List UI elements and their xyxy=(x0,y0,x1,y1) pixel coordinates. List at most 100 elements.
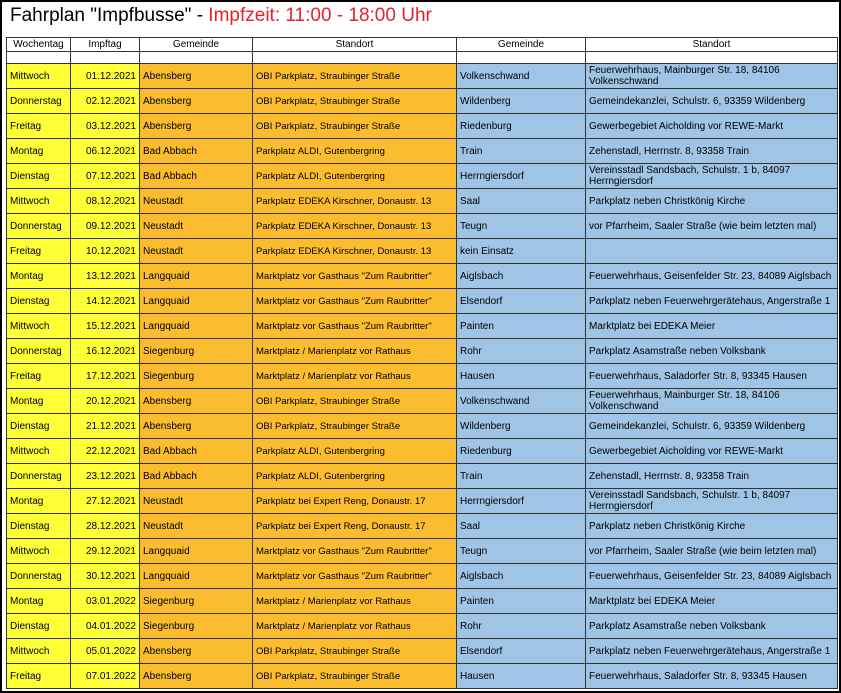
cell-municipality-2[interactable]: Train xyxy=(456,138,586,164)
cell-date[interactable]: 13.12.2021 xyxy=(70,263,140,289)
cell-weekday[interactable]: Montag xyxy=(6,488,71,514)
cell-municipality-1[interactable]: Abensberg xyxy=(139,638,253,664)
cell-municipality-1[interactable]: Langquaid xyxy=(139,288,253,314)
cell-weekday[interactable]: Dienstag xyxy=(6,413,71,439)
cell-municipality-2[interactable]: Aiglsbach xyxy=(456,263,586,289)
cell-municipality-1[interactable]: Abensberg xyxy=(139,63,253,89)
cell-location-1[interactable]: OBI Parkplatz, Straubinger Straße xyxy=(252,413,457,439)
cell-weekday[interactable]: Montag xyxy=(6,388,71,414)
cell-date[interactable]: 21.12.2021 xyxy=(70,413,140,439)
cell-weekday[interactable]: Montag xyxy=(6,588,71,614)
cell-municipality-1[interactable]: Neustadt xyxy=(139,238,253,264)
cell-date[interactable]: 30.12.2021 xyxy=(70,563,140,589)
cell-municipality-2[interactable]: Aiglsbach xyxy=(456,563,586,589)
cell-location-2[interactable]: Feuerwehrhaus, Geisenfelder Str. 23, 840… xyxy=(585,263,838,289)
cell-weekday[interactable]: Donnerstag xyxy=(6,338,71,364)
cell-weekday[interactable]: Mittwoch xyxy=(6,188,71,214)
cell-location-2[interactable]: Gewerbegebiet Aicholding vor REWE-Markt xyxy=(585,438,838,464)
cell-location-1[interactable]: Marktplatz / Marienplatz vor Rathaus xyxy=(252,588,457,614)
cell-location-1[interactable]: OBI Parkplatz, Straubinger Straße xyxy=(252,388,457,414)
cell-date[interactable]: 22.12.2021 xyxy=(70,438,140,464)
cell-municipality-2[interactable]: Teugn xyxy=(456,538,586,564)
cell-date[interactable]: 03.12.2021 xyxy=(70,113,140,139)
cell-location-2[interactable]: Feuerwehrhaus, Mainburger Str. 18, 84106… xyxy=(585,388,838,414)
cell-municipality-2[interactable]: Elsendorf xyxy=(456,638,586,664)
cell-location-2[interactable]: Zehenstadl, Herrnstr. 8, 93358 Train xyxy=(585,138,838,164)
cell-location-2[interactable]: Feuerwehrhaus, Geisenfelder Str. 23, 840… xyxy=(585,563,838,589)
cell-municipality-2[interactable]: Wildenberg xyxy=(456,413,586,439)
cell-municipality-2[interactable]: Teugn xyxy=(456,213,586,239)
cell-location-1[interactable]: OBI Parkplatz, Straubinger Straße xyxy=(252,113,457,139)
cell-location-1[interactable]: OBI Parkplatz, Straubinger Straße xyxy=(252,63,457,89)
cell-municipality-1[interactable]: Neustadt xyxy=(139,488,253,514)
cell-municipality-1[interactable]: Abensberg xyxy=(139,663,253,689)
cell-location-2[interactable]: Parkplatz neben Christkönig Kirche xyxy=(585,513,838,539)
cell-weekday[interactable]: Freitag xyxy=(6,663,71,689)
cell-location-2[interactable]: Vereinsstadl Sandsbach, Schulstr. 1 b, 8… xyxy=(585,163,838,189)
cell-location-1[interactable]: Parkplatz EDEKA Kirschner, Donaustr. 13 xyxy=(252,238,457,264)
cell-municipality-2[interactable]: Volkenschwand xyxy=(456,388,586,414)
cell-weekday[interactable]: Montag xyxy=(6,263,71,289)
cell-date[interactable]: 05.01.2022 xyxy=(70,638,140,664)
cell-municipality-1[interactable]: Neustadt xyxy=(139,213,253,239)
cell-weekday[interactable]: Donnerstag xyxy=(6,88,71,114)
cell-municipality-1[interactable]: Siegenburg xyxy=(139,363,253,389)
cell-weekday[interactable]: Mittwoch xyxy=(6,538,71,564)
cell-municipality-1[interactable]: Siegenburg xyxy=(139,613,253,639)
cell-location-2[interactable]: Gemeindekanzlei, Schulstr. 6, 93359 Wild… xyxy=(585,413,838,439)
cell-location-1[interactable]: Marktplatz vor Gasthaus "Zum Raubritter" xyxy=(252,313,457,339)
cell-location-2[interactable]: vor Pfarrheim, Saaler Straße (wie beim l… xyxy=(585,213,838,239)
cell-weekday[interactable]: Dienstag xyxy=(6,288,71,314)
cell-date[interactable]: 08.12.2021 xyxy=(70,188,140,214)
cell-location-1[interactable]: Parkplatz ALDI, Gutenbergring xyxy=(252,438,457,464)
cell-municipality-1[interactable]: Abensberg xyxy=(139,113,253,139)
cell-weekday[interactable]: Donnerstag xyxy=(6,463,71,489)
cell-municipality-2[interactable]: Herrngiersdorf xyxy=(456,163,586,189)
cell-weekday[interactable]: Mittwoch xyxy=(6,638,71,664)
cell-location-2[interactable]: Vereinsstadl Sandsbach, Schulstr. 1 b, 8… xyxy=(585,488,838,514)
cell-municipality-1[interactable]: Langquaid xyxy=(139,538,253,564)
cell-date[interactable]: 15.12.2021 xyxy=(70,313,140,339)
cell-date[interactable]: 28.12.2021 xyxy=(70,513,140,539)
cell-municipality-2[interactable]: Train xyxy=(456,463,586,489)
cell-location-2[interactable]: Feuerwehrhaus, Mainburger Str. 18, 84106… xyxy=(585,63,838,89)
cell-weekday[interactable]: Freitag xyxy=(6,113,71,139)
cell-municipality-2[interactable]: Riedenburg xyxy=(456,438,586,464)
cell-date[interactable]: 14.12.2021 xyxy=(70,288,140,314)
cell-date[interactable]: 07.12.2021 xyxy=(70,163,140,189)
cell-location-1[interactable]: OBI Parkplatz, Straubinger Straße xyxy=(252,663,457,689)
cell-municipality-2[interactable]: Wildenberg xyxy=(456,88,586,114)
cell-weekday[interactable]: Mittwoch xyxy=(6,63,71,89)
cell-date[interactable]: 16.12.2021 xyxy=(70,338,140,364)
cell-municipality-2[interactable]: Herrngiersdorf xyxy=(456,488,586,514)
cell-weekday[interactable]: Freitag xyxy=(6,238,71,264)
cell-location-1[interactable]: Parkplatz bei Expert Reng, Donaustr. 17 xyxy=(252,513,457,539)
cell-location-1[interactable]: Marktplatz vor Gasthaus "Zum Raubritter" xyxy=(252,563,457,589)
cell-location-2[interactable] xyxy=(585,238,838,264)
cell-location-1[interactable]: Parkplatz ALDI, Gutenbergring xyxy=(252,463,457,489)
cell-date[interactable]: 04.01.2022 xyxy=(70,613,140,639)
cell-location-1[interactable]: Marktplatz vor Gasthaus "Zum Raubritter" xyxy=(252,538,457,564)
cell-municipality-1[interactable]: Siegenburg xyxy=(139,588,253,614)
cell-municipality-1[interactable]: Neustadt xyxy=(139,513,253,539)
cell-municipality-2[interactable]: Hausen xyxy=(456,363,586,389)
cell-date[interactable]: 27.12.2021 xyxy=(70,488,140,514)
cell-weekday[interactable]: Mittwoch xyxy=(6,438,71,464)
cell-municipality-1[interactable]: Langquaid xyxy=(139,313,253,339)
cell-municipality-1[interactable]: Abensberg xyxy=(139,88,253,114)
cell-municipality-1[interactable]: Neustadt xyxy=(139,188,253,214)
cell-weekday[interactable]: Donnerstag xyxy=(6,213,71,239)
cell-location-1[interactable]: Parkplatz bei Expert Reng, Donaustr. 17 xyxy=(252,488,457,514)
cell-date[interactable]: 02.12.2021 xyxy=(70,88,140,114)
cell-municipality-2[interactable]: Volkenschwand xyxy=(456,63,586,89)
cell-municipality-1[interactable]: Bad Abbach xyxy=(139,163,253,189)
cell-location-1[interactable]: Marktplatz vor Gasthaus "Zum Raubritter" xyxy=(252,288,457,314)
cell-date[interactable]: 10.12.2021 xyxy=(70,238,140,264)
cell-date[interactable]: 06.12.2021 xyxy=(70,138,140,164)
cell-location-2[interactable]: Parkplatz Asamstraße neben Volksbank xyxy=(585,338,838,364)
cell-municipality-1[interactable]: Langquaid xyxy=(139,263,253,289)
cell-location-2[interactable]: Feuerwehrhaus, Saladorfer Str. 8, 93345 … xyxy=(585,363,838,389)
cell-municipality-2[interactable]: Painten xyxy=(456,313,586,339)
cell-location-2[interactable]: Parkplatz neben Christkönig Kirche xyxy=(585,188,838,214)
cell-location-1[interactable]: Parkplatz ALDI, Gutenbergring xyxy=(252,138,457,164)
